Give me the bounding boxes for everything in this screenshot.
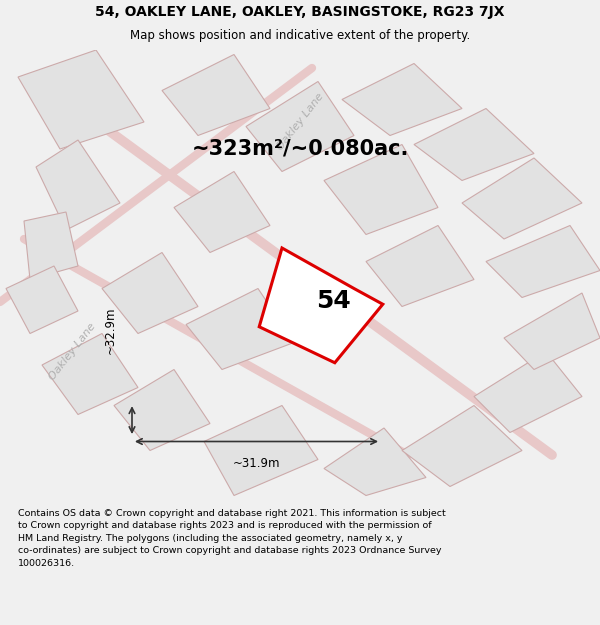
Text: 54, OAKLEY LANE, OAKLEY, BASINGSTOKE, RG23 7JX: 54, OAKLEY LANE, OAKLEY, BASINGSTOKE, RG…: [95, 5, 505, 19]
Polygon shape: [204, 406, 318, 496]
Polygon shape: [162, 54, 270, 136]
Text: Oakley Lane: Oakley Lane: [275, 92, 325, 152]
Text: 54: 54: [316, 289, 351, 313]
Polygon shape: [342, 64, 462, 136]
Text: Oakley Lane: Oakley Lane: [47, 321, 97, 382]
Polygon shape: [324, 428, 426, 496]
Polygon shape: [174, 171, 270, 252]
Polygon shape: [462, 158, 582, 239]
Polygon shape: [366, 226, 474, 306]
Polygon shape: [102, 253, 198, 334]
Text: Contains OS data © Crown copyright and database right 2021. This information is : Contains OS data © Crown copyright and d…: [18, 509, 446, 568]
Polygon shape: [504, 293, 600, 369]
Polygon shape: [186, 289, 294, 369]
Polygon shape: [402, 406, 522, 486]
Polygon shape: [6, 266, 78, 334]
Text: ~31.9m: ~31.9m: [233, 458, 281, 470]
Polygon shape: [486, 226, 600, 298]
Polygon shape: [259, 248, 383, 362]
Text: ~323m²/~0.080ac.: ~323m²/~0.080ac.: [191, 139, 409, 159]
Polygon shape: [24, 212, 78, 279]
Polygon shape: [42, 334, 138, 414]
Polygon shape: [474, 351, 582, 432]
Polygon shape: [18, 50, 144, 149]
Polygon shape: [246, 81, 354, 171]
Polygon shape: [414, 109, 534, 181]
Polygon shape: [114, 369, 210, 451]
Polygon shape: [324, 144, 438, 234]
Polygon shape: [36, 140, 120, 230]
Text: ~32.9m: ~32.9m: [104, 306, 117, 354]
Text: Map shows position and indicative extent of the property.: Map shows position and indicative extent…: [130, 29, 470, 42]
